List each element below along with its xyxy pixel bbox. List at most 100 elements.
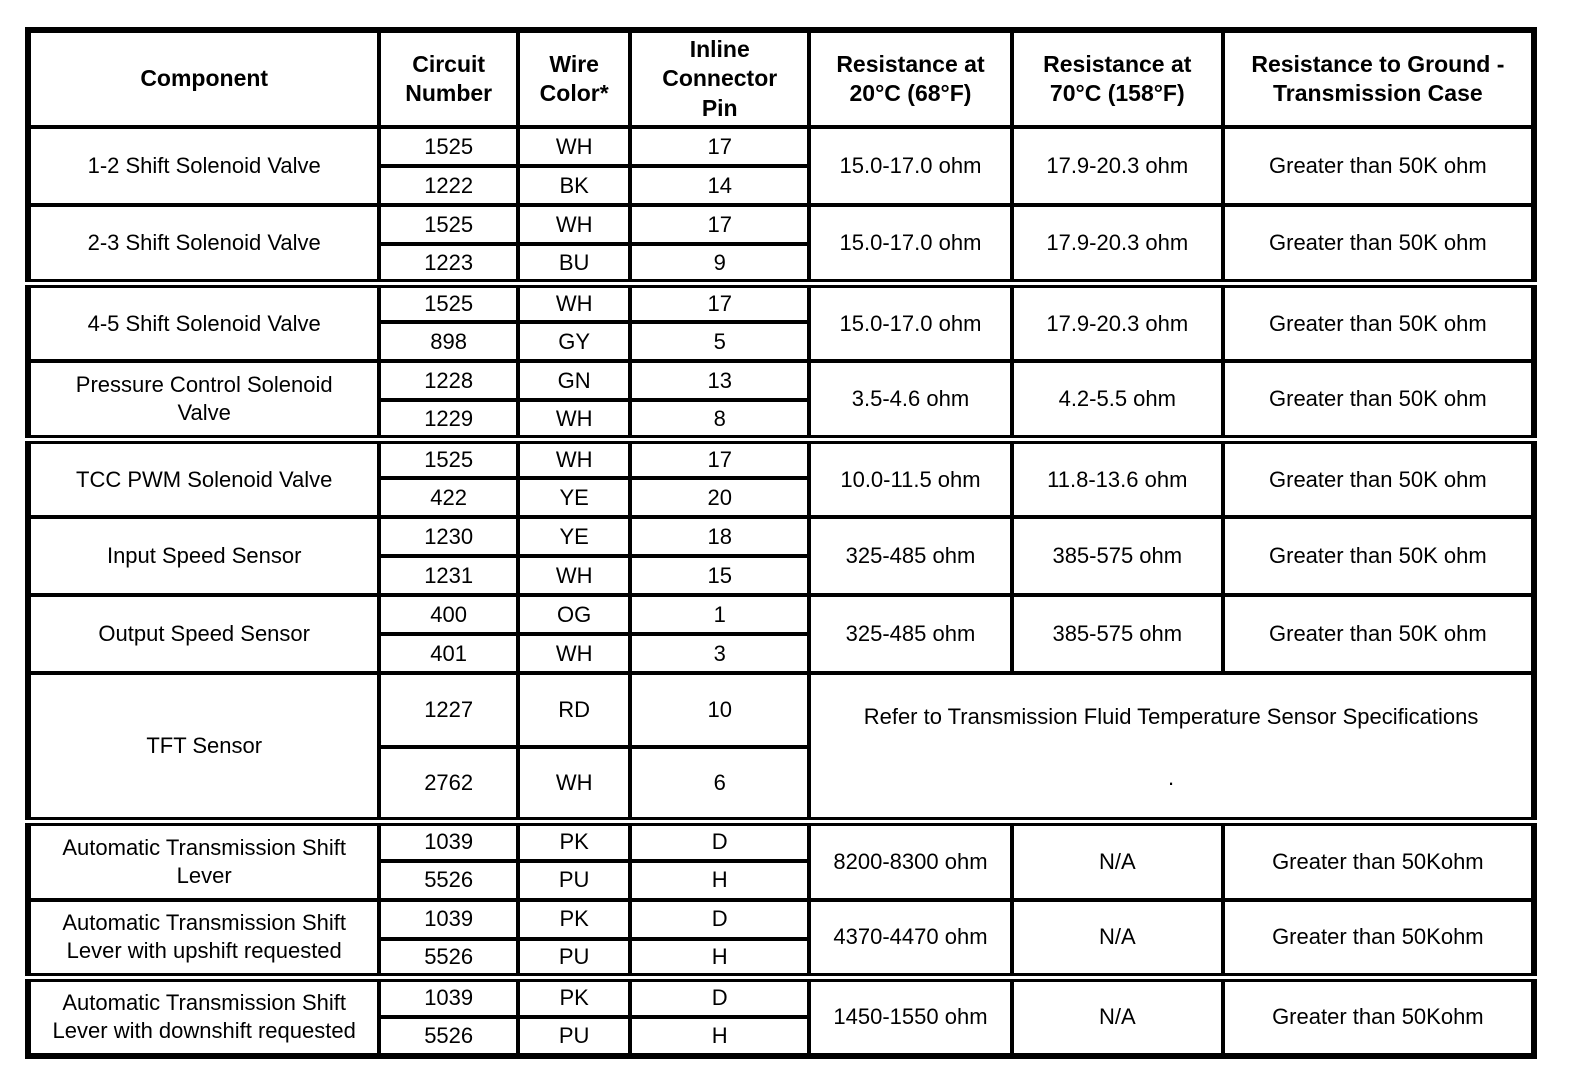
wire-color-cell: BK [515,164,633,208]
table-subrow: 2762 WH 6 [28,745,1534,824]
circuit-cell: 5526 [377,858,520,902]
wire-color-cell: YE [515,476,633,520]
circuit-cell: 422 [377,476,520,520]
resistance-ground-cell: Greater than 50Kohm [1220,817,1537,902]
resistance-20c-cell: 325-485 ohm [807,515,1014,598]
circuit-cell: 1525 [377,434,520,481]
wire-color-cell: PK [515,897,633,941]
resistance-20c-cell: 10.0-11.5 ohm [807,434,1014,520]
table-row: Automatic Transmission Shift Lever with … [25,973,1537,1058]
component-cell: 2-3 Shift Solenoid Valve [25,203,382,286]
resistance-20c-cell: 4370-4470 ohm [807,897,1014,980]
pin-cell: D [628,973,812,1019]
table-row: Pressure Control Solenoid Valve 1228 GN … [25,359,1537,442]
table-subrow: 5526 PU H [28,858,1534,902]
wire-color-cell: OG [515,593,633,637]
component-cell: Output Speed Sensor [25,593,382,676]
pin-cell: 15 [628,554,812,598]
wire-color-cell: WH [515,278,633,325]
circuit-cell: 1525 [377,278,520,325]
wire-color-cell: WH [515,632,633,676]
pin-cell: 18 [628,515,812,559]
wire-color-cell: WH [515,125,633,169]
resistance-20c-cell: 1450-1550 ohm [807,973,1014,1058]
circuit-cell: 1525 [377,125,520,169]
wire-color-cell: PK [515,817,633,863]
resistance-70c-cell: 385-575 ohm [1009,593,1225,676]
resistance-70c-cell: 17.9-20.3 ohm [1009,278,1225,364]
circuit-cell: 1525 [377,203,520,247]
table-subrow: 1229 WH 8 [28,398,1534,442]
col-header-wire-color: Wire Color* [515,27,633,130]
table-subrow: 5526 PU H [28,936,1534,980]
pin-cell: D [628,897,812,941]
circuit-cell: 1230 [377,515,520,559]
tft-note-cell: Refer to Transmission Fluid Temperature … [807,671,1536,824]
pin-cell: D [628,817,812,863]
pin-cell: 1 [628,593,812,637]
pin-cell: 6 [628,745,812,824]
pin-cell: H [628,858,812,902]
circuit-cell: 401 [377,632,520,676]
resistance-70c-cell: 17.9-20.3 ohm [1009,125,1225,208]
resistance-ground-cell: Greater than 50K ohm [1220,359,1537,442]
pin-cell: 14 [628,164,812,208]
component-cell: Pressure Control Solenoid Valve [25,359,382,442]
wire-color-cell: WH [515,434,633,481]
wire-color-cell: WH [515,554,633,598]
header-row: Component Circuit Number Wire Color* Inl… [25,27,1537,130]
resistance-ground-cell: Greater than 50K ohm [1220,434,1537,520]
resistance-70c-cell: 17.9-20.3 ohm [1009,203,1225,286]
resistance-20c-cell: 15.0-17.0 ohm [807,125,1014,208]
pin-cell: 5 [628,320,812,364]
pin-cell: 20 [628,476,812,520]
table-row: TCC PWM Solenoid Valve 1525 WH 17 10.0-1… [25,434,1537,520]
resistance-20c-cell: 325-485 ohm [807,593,1014,676]
wire-color-cell: PU [515,936,633,980]
wire-color-cell: YE [515,515,633,559]
resistance-ground-cell: Greater than 50K ohm [1220,278,1537,364]
circuit-cell: 1039 [377,817,520,863]
circuit-cell: 1227 [377,671,520,750]
component-cell: Automatic Transmission Shift Lever with … [25,897,382,980]
wire-color-cell: GN [515,359,633,403]
component-cell: 4-5 Shift Solenoid Valve [25,278,382,364]
wire-color-cell: WH [515,203,633,247]
resistance-ground-cell: Greater than 50K ohm [1220,593,1537,676]
wire-color-cell: PU [515,1014,633,1058]
component-cell: TFT Sensor [25,671,382,824]
resistance-20c-cell: 3.5-4.6 ohm [807,359,1014,442]
resistance-20c-cell: 15.0-17.0 ohm [807,278,1014,364]
circuit-cell: 1039 [377,897,520,941]
tft-note-text: Refer to Transmission Fluid Temperature … [863,704,1479,730]
circuit-cell: 2762 [377,745,520,824]
col-header-inline-connector-pin: Inline Connector Pin [628,27,812,130]
col-header-resistance-ground: Resistance to Ground - Transmission Case [1220,27,1537,130]
circuit-cell: 1231 [377,554,520,598]
resistance-ground-cell: Greater than 50K ohm [1220,125,1537,208]
table-row: Output Speed Sensor 400 OG 1 325-485 ohm… [25,593,1537,676]
circuit-cell: 400 [377,593,520,637]
table-row: TFT Sensor 1227 RD 10 Refer to Transmiss… [25,671,1536,824]
col-header-component: Component [25,27,382,130]
resistance-spec-table: Component Circuit Number Wire Color* Inl… [25,27,1537,1059]
resistance-70c-cell: 4.2-5.5 ohm [1009,359,1225,442]
resistance-ground-cell: Greater than 50Kohm [1220,973,1537,1058]
wire-color-cell: GY [515,320,633,364]
component-cell: Input Speed Sensor [25,515,382,598]
table-row: 1-2 Shift Solenoid Valve 1525 WH 17 15.0… [25,125,1537,208]
resistance-20c-cell: 15.0-17.0 ohm [807,203,1014,286]
col-header-resistance-70c: Resistance at 70°C (158°F) [1009,27,1225,130]
table-row: Automatic Transmission Shift Lever 1039 … [25,817,1537,902]
resistance-70c-cell: 385-575 ohm [1009,515,1225,598]
table-subrow: 1223 BU 9 [28,242,1534,286]
resistance-20c-cell: 8200-8300 ohm [807,817,1014,902]
table-subrow: 5526 PU H [28,1014,1534,1058]
resistance-70c-cell: 11.8-13.6 ohm [1009,434,1225,520]
pin-cell: 17 [628,125,812,169]
pin-cell: H [628,936,812,980]
wire-color-cell: BU [515,242,633,286]
pin-cell: H [628,1014,812,1058]
tft-note-dot: . [1167,765,1175,791]
